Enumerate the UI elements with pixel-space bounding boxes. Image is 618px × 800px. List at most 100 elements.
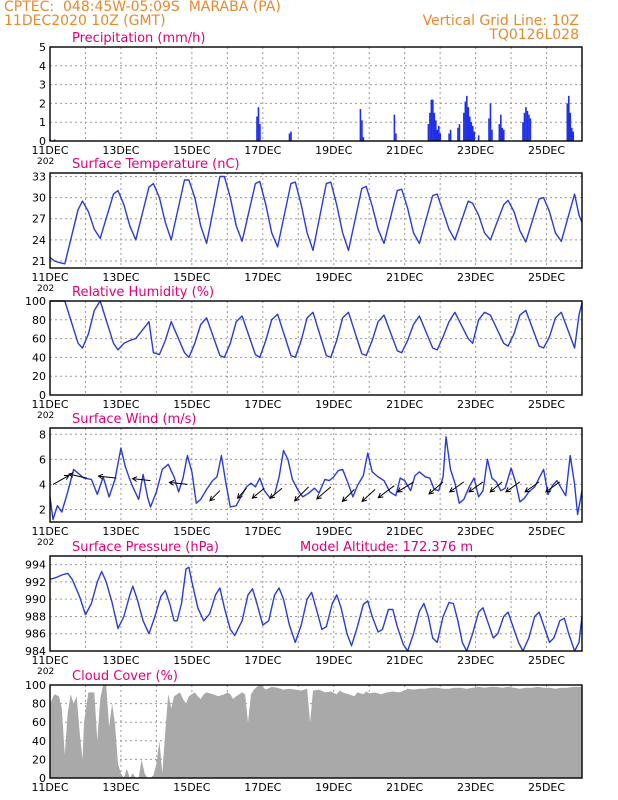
precip-bar bbox=[259, 124, 261, 141]
x-tick-label: 13DEC bbox=[102, 525, 139, 538]
wind-arrow bbox=[468, 481, 484, 493]
x-tick-label: 23DEC bbox=[457, 398, 494, 411]
y-tick-label: 60 bbox=[32, 716, 46, 729]
panel-rh: 0 20 40 60 80 100 11DEC 13DEC 15DEC 17DEC 19DEC 21D… bbox=[25, 285, 583, 421]
precip-bar bbox=[432, 99, 434, 141]
year-stub-label: 202 bbox=[37, 667, 54, 677]
precip-bar bbox=[427, 124, 430, 141]
x-tick-label: 11DEC bbox=[31, 654, 68, 667]
x-tick-label: 25DEC bbox=[528, 271, 565, 284]
precip-bar bbox=[361, 120, 363, 141]
x-tick-label: 15DEC bbox=[173, 144, 210, 157]
precip-bar bbox=[435, 120, 437, 141]
precip-bar bbox=[522, 122, 524, 141]
x-tick-label: 17DEC bbox=[244, 271, 281, 284]
x-tick-label: 21DEC bbox=[386, 144, 423, 157]
wind-arrow bbox=[316, 486, 332, 500]
wind-arrow bbox=[293, 486, 309, 502]
x-tick-label: 13DEC bbox=[102, 271, 139, 284]
wind-arrow bbox=[544, 481, 561, 493]
precip-bar bbox=[463, 112, 465, 141]
y-tick-label: 24 bbox=[32, 234, 46, 247]
x-tick-label: 23DEC bbox=[457, 525, 494, 538]
x-tick-label: 23DEC bbox=[457, 144, 494, 157]
precip-bar bbox=[473, 131, 476, 141]
precip-bar bbox=[489, 103, 492, 141]
precip-bar bbox=[568, 95, 570, 141]
y-tick-label: 992 bbox=[25, 576, 46, 589]
precip-bar bbox=[525, 107, 527, 141]
y-tick-label: 990 bbox=[25, 593, 46, 606]
wind-arrow bbox=[505, 481, 521, 493]
x-tick-label: 17DEC bbox=[244, 398, 281, 411]
panel-title: Surface Wind (m/s) bbox=[72, 412, 196, 427]
header-grid-line: Vertical Grid Line: 10Z bbox=[422, 13, 579, 29]
precip-bar bbox=[256, 116, 258, 141]
x-tick-label: 25DEC bbox=[528, 525, 565, 538]
y-tick-label: 100 bbox=[25, 295, 46, 308]
wind-arrow bbox=[489, 481, 503, 493]
precip-bar bbox=[467, 107, 470, 141]
x-tick-label: 11DEC bbox=[31, 398, 68, 411]
panel-cloud: 0 20 40 60 80 100 11DEC 13DEC 15DEC 17DEC 19DEC 21D… bbox=[25, 669, 583, 794]
x-tick-label: 21DEC bbox=[386, 781, 423, 794]
wind-arrow bbox=[428, 481, 444, 495]
panel-title: Surface Pressure (hPa) bbox=[72, 540, 219, 555]
header-run-time: 11DEC2020 10Z (GMT) bbox=[4, 13, 166, 29]
x-tick-label: 11DEC bbox=[31, 271, 68, 284]
panel-frame bbox=[49, 555, 583, 652]
x-tick-label: 11DEC bbox=[31, 781, 68, 794]
x-tick-label: 21DEC bbox=[386, 525, 423, 538]
wind-series-line bbox=[49, 436, 583, 521]
precip-bar bbox=[572, 131, 575, 141]
wind-arrow bbox=[269, 487, 283, 499]
x-tick-label: 23DEC bbox=[457, 271, 494, 284]
precip-bar bbox=[437, 125, 440, 141]
precip-bar bbox=[448, 133, 450, 141]
precip-bar bbox=[491, 129, 493, 141]
precip-bar bbox=[498, 124, 501, 141]
x-tick-label: 25DEC bbox=[528, 144, 565, 157]
precip-bar bbox=[439, 133, 442, 141]
wind-arrow bbox=[448, 481, 465, 493]
header-model: TQ0126L028 bbox=[489, 27, 579, 43]
y-tick-label: 0 bbox=[39, 135, 46, 148]
y-tick-label: 5 bbox=[39, 41, 46, 54]
x-tick-label: 23DEC bbox=[457, 654, 494, 667]
precip-bar bbox=[429, 112, 431, 141]
y-tick-label: 80 bbox=[32, 698, 46, 711]
y-tick-label: 30 bbox=[32, 192, 46, 205]
panel-press: 984 986 988 990 992 994 11DEC 13DEC 15DEC 17DEC 19… bbox=[25, 540, 583, 677]
y-tick-label: 988 bbox=[25, 610, 46, 623]
precip-bar bbox=[566, 103, 569, 141]
x-tick-label: 19DEC bbox=[315, 398, 352, 411]
precip-bar bbox=[526, 110, 529, 141]
x-tick-label: 15DEC bbox=[173, 271, 210, 284]
precip-bar bbox=[359, 109, 362, 141]
wind-arrow bbox=[524, 481, 540, 493]
y-tick-label: 1 bbox=[39, 116, 46, 129]
year-stub-label: 202 bbox=[37, 284, 54, 294]
y-tick-label: 3 bbox=[39, 79, 46, 92]
precip-bar bbox=[362, 137, 365, 141]
x-tick-label: 19DEC bbox=[315, 654, 352, 667]
y-tick-label: 6 bbox=[39, 453, 46, 466]
x-tick-label: 15DEC bbox=[173, 398, 210, 411]
x-tick-label: 25DEC bbox=[528, 781, 565, 794]
y-tick-label: 21 bbox=[32, 255, 46, 268]
precip-bar bbox=[569, 112, 572, 141]
wind-arrow bbox=[396, 481, 414, 493]
precip-bar bbox=[288, 133, 291, 141]
x-tick-label: 25DEC bbox=[528, 654, 565, 667]
panel-frame bbox=[49, 46, 583, 142]
x-tick-label: 15DEC bbox=[173, 781, 210, 794]
x-tick-label: 19DEC bbox=[315, 271, 352, 284]
x-tick-label: 13DEC bbox=[102, 398, 139, 411]
y-tick-label: 2 bbox=[39, 503, 46, 516]
year-stub-label: 202 bbox=[37, 411, 54, 421]
header-station: CPTEC: 048:45W-05:09S MARABA (PA) bbox=[4, 0, 281, 15]
x-tick-label: 21DEC bbox=[386, 271, 423, 284]
x-tick-label: 17DEC bbox=[244, 144, 281, 157]
precip-bar bbox=[471, 125, 474, 141]
panel-temp: 21 24 27 30 33 11DEC 13DEC 15DEC 17DEC 19DEC 21DEC… bbox=[31, 157, 583, 294]
